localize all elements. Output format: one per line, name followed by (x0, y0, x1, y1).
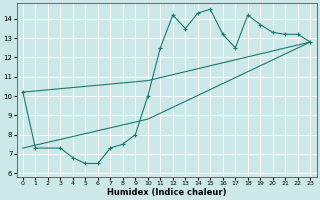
X-axis label: Humidex (Indice chaleur): Humidex (Indice chaleur) (107, 188, 226, 197)
